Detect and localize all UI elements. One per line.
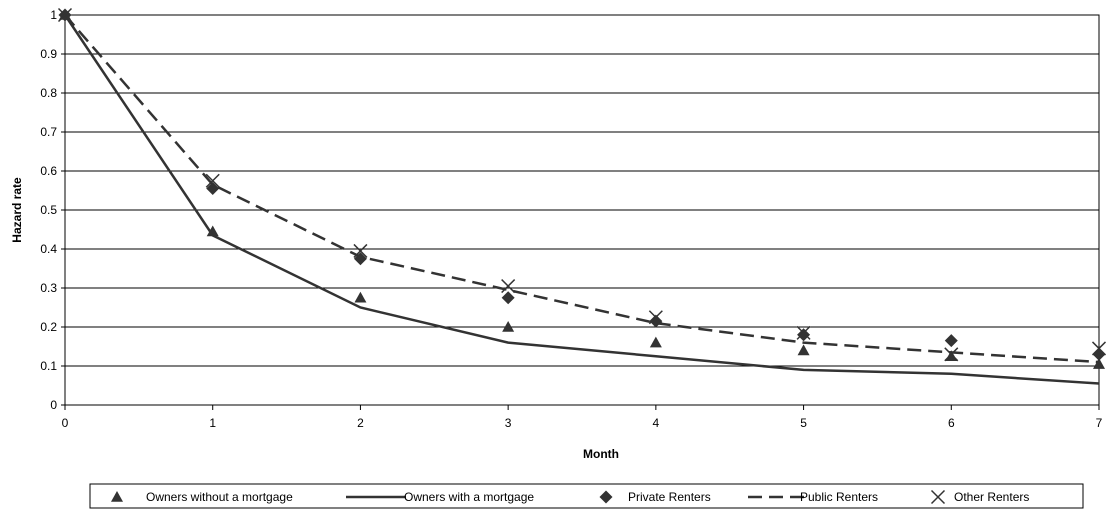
x-tick-label: 2 <box>357 416 364 430</box>
data-point-owners-without-a-mortgage <box>502 321 515 332</box>
x-axis-ticks: 0 1 2 3 4 5 6 7 <box>62 405 1103 430</box>
legend-label: Owners with a mortgage <box>404 490 534 504</box>
x-tick-label: 0 <box>62 416 69 430</box>
data-point-owners-without-a-mortgage <box>354 291 367 303</box>
y-tick-label: 0.8 <box>40 86 57 100</box>
y-tick-label: 1 <box>50 8 57 22</box>
data-point-private-renters <box>797 328 811 342</box>
legend-box <box>89 483 1084 509</box>
y-tick-label: 0.5 <box>40 203 57 217</box>
series-markers <box>57 7 1106 369</box>
data-point-other-renters <box>57 7 73 23</box>
y-tick-label: 0.4 <box>40 242 57 256</box>
x-tick-label: 1 <box>209 416 216 430</box>
x-axis-title: Month <box>583 447 619 461</box>
x-tick-label: 6 <box>948 416 955 430</box>
data-point-other-renters <box>944 347 959 362</box>
legend-item: Owners without a mortgage <box>111 490 293 504</box>
data-point-private-renters <box>501 291 515 305</box>
data-point-private-renters <box>206 182 220 196</box>
legend-label: Owners without a mortgage <box>146 490 293 504</box>
x-tick-label: 5 <box>800 416 807 430</box>
legend-item: Owners with a mortgage <box>346 490 534 504</box>
y-tick-label: 0.9 <box>40 47 57 61</box>
legend-swatch <box>111 491 123 502</box>
legend: Owners without a mortgage Owners with a m… <box>89 483 1084 509</box>
data-point-owners-without-a-mortgage <box>1093 358 1105 369</box>
data-point-owners-without-a-mortgage <box>649 336 662 348</box>
y-tick-label: 0.3 <box>40 281 57 295</box>
y-tick-label: 0.6 <box>40 164 57 178</box>
legend-label: Public Renters <box>800 490 878 504</box>
series-lines <box>63 14 1100 385</box>
series-line-owners-with-a-mortgage <box>63 14 1100 385</box>
data-point-other-renters <box>648 310 663 325</box>
legend-item: Public Renters <box>748 490 878 504</box>
legend-swatch <box>599 490 613 504</box>
legend-label: Private Renters <box>628 490 711 504</box>
legend-label: Other Renters <box>954 490 1029 504</box>
data-point-private-renters <box>649 314 663 328</box>
x-tick-label: 4 <box>653 416 660 430</box>
y-tick-label: 0.1 <box>40 359 57 373</box>
y-axis-title: Hazard rate <box>10 177 24 243</box>
series-line-public-renters <box>64 14 1100 364</box>
y-tick-label: 0.7 <box>40 125 57 139</box>
legend-item: Private Renters <box>599 490 711 504</box>
data-point-other-renters <box>796 325 811 340</box>
data-point-private-renters <box>353 252 367 266</box>
data-point-owners-without-a-mortgage <box>797 344 810 356</box>
data-point-owners-without-a-mortgage <box>206 225 219 237</box>
legend-swatch <box>930 489 946 505</box>
x-tick-label: 7 <box>1096 416 1103 430</box>
legend-item: Other Renters <box>930 489 1029 505</box>
data-point-private-renters <box>1092 347 1106 361</box>
y-tick-label: 0 <box>50 398 57 412</box>
data-point-other-renters <box>353 243 368 258</box>
data-point-private-renters <box>944 334 958 348</box>
y-axis-ticks: 0 0.1 0.2 0.3 0.4 0.5 0.6 0.7 0.8 0.9 1 <box>40 8 65 412</box>
data-point-other-renters <box>1091 341 1106 356</box>
gridlines <box>65 14 1099 406</box>
y-tick-label: 0.2 <box>40 320 57 334</box>
data-point-other-renters <box>205 173 220 188</box>
data-point-other-renters <box>501 279 516 294</box>
x-tick-label: 3 <box>505 416 512 430</box>
